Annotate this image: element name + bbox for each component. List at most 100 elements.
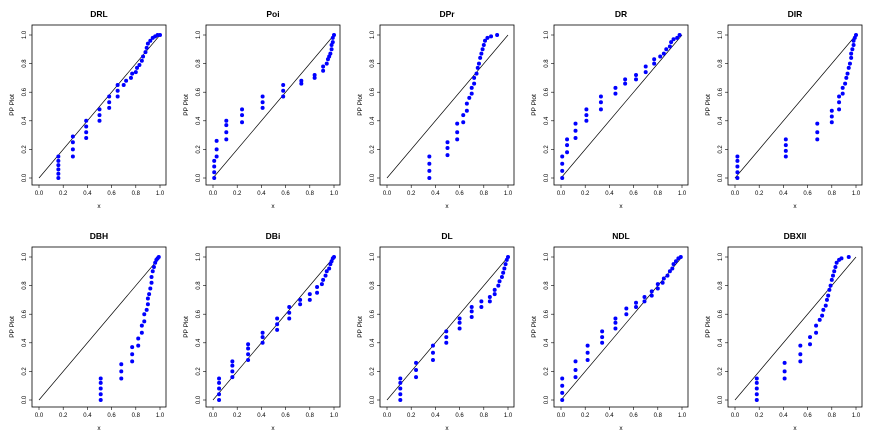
data-point [70, 147, 75, 152]
chart-title: DBi [266, 231, 281, 241]
data-point [324, 269, 329, 274]
data-point [573, 135, 578, 140]
data-point [240, 107, 245, 112]
data-point [281, 83, 286, 88]
data-point [658, 54, 663, 59]
x-tick-label: 1.0 [678, 413, 687, 419]
data-point [846, 255, 851, 259]
data-point [324, 61, 329, 66]
x-tick-label: 0.4 [605, 413, 614, 419]
x-axis-label: x [619, 425, 623, 432]
data-point [502, 266, 507, 271]
y-tick-label: 1.0 [22, 30, 28, 39]
y-tick-label: 0.4 [718, 116, 724, 125]
x-tick-label: 1.0 [852, 191, 861, 197]
y-tick-label: 1.0 [370, 30, 376, 39]
data-point [275, 316, 280, 321]
data-point [827, 287, 832, 292]
data-point [84, 124, 89, 129]
data-point [834, 260, 839, 265]
plot-frame [31, 246, 167, 408]
data-point [573, 367, 578, 372]
y-tick-label: 0.8 [22, 281, 28, 290]
y-tick-label: 0.2 [718, 367, 724, 376]
data-point [312, 73, 317, 78]
data-point [240, 113, 245, 118]
data-point [321, 277, 326, 282]
data-point [70, 154, 75, 159]
data-point [598, 94, 603, 99]
y-tick-label: 0.4 [22, 116, 28, 125]
data-point [560, 176, 565, 180]
x-tick-label: 0.6 [281, 191, 290, 197]
y-tick-label: 0.0 [718, 173, 724, 182]
data-point [670, 266, 675, 271]
x-tick-label: 0.0 [557, 191, 566, 197]
x-tick-label: 0.2 [581, 191, 590, 197]
data-point [299, 78, 304, 83]
data-point [315, 290, 320, 295]
x-tick-label: 0.8 [306, 191, 315, 197]
data-point [414, 360, 419, 365]
data-point [139, 323, 144, 328]
y-tick-label: 0.0 [370, 395, 376, 404]
data-point [321, 64, 326, 69]
data-point [230, 363, 235, 368]
data-point [130, 345, 135, 350]
data-point [224, 118, 229, 123]
data-point [820, 313, 825, 318]
data-point [142, 319, 147, 324]
x-tick-label: 0.8 [480, 191, 489, 197]
data-point [461, 113, 466, 118]
data-point [634, 77, 639, 82]
y-tick-label: 0.8 [718, 281, 724, 290]
y-tick-label: 0.2 [718, 145, 724, 154]
data-point [119, 369, 124, 374]
data-point [143, 50, 148, 55]
data-point [150, 269, 155, 274]
data-point [678, 255, 683, 259]
data-point [496, 283, 501, 288]
data-point [70, 140, 75, 145]
y-tick-label: 0.0 [22, 395, 28, 404]
data-point [246, 352, 251, 357]
x-tick-label: 0.4 [83, 413, 92, 419]
data-point [56, 158, 61, 163]
data-point [492, 287, 497, 292]
data-point [287, 316, 292, 321]
data-point [815, 130, 820, 135]
data-point [667, 44, 672, 49]
data-point [506, 255, 510, 259]
y-tick-label: 0.6 [718, 87, 724, 96]
x-tick-label: 0.6 [803, 191, 812, 197]
data-point [444, 335, 449, 340]
chart-title: DL [441, 231, 452, 241]
data-point [821, 307, 826, 312]
data-point [298, 302, 303, 307]
y-tick-label: 0.8 [196, 281, 202, 290]
x-axis-label: x [271, 203, 275, 210]
data-point [573, 359, 578, 364]
data-point [850, 47, 855, 52]
data-point [246, 342, 251, 347]
data-point [445, 153, 450, 158]
data-point [128, 75, 133, 80]
data-point [328, 51, 333, 56]
data-point [142, 312, 147, 317]
data-point [499, 275, 504, 280]
data-point [664, 47, 669, 52]
data-point [634, 305, 639, 310]
data-point [467, 95, 472, 100]
y-tick-label: 0.0 [544, 395, 550, 404]
data-point [56, 176, 61, 180]
x-tick-label: 0.2 [233, 413, 242, 419]
x-tick-label: 0.0 [383, 191, 392, 197]
chart-title: DBH [90, 231, 108, 241]
data-point [455, 130, 460, 135]
y-tick-label: 0.8 [718, 59, 724, 68]
y-tick-label: 0.4 [370, 338, 376, 347]
plot-frame [553, 246, 689, 408]
data-point [782, 369, 787, 374]
x-tick-label: 0.6 [803, 413, 812, 419]
y-tick-label: 1.0 [196, 252, 202, 261]
